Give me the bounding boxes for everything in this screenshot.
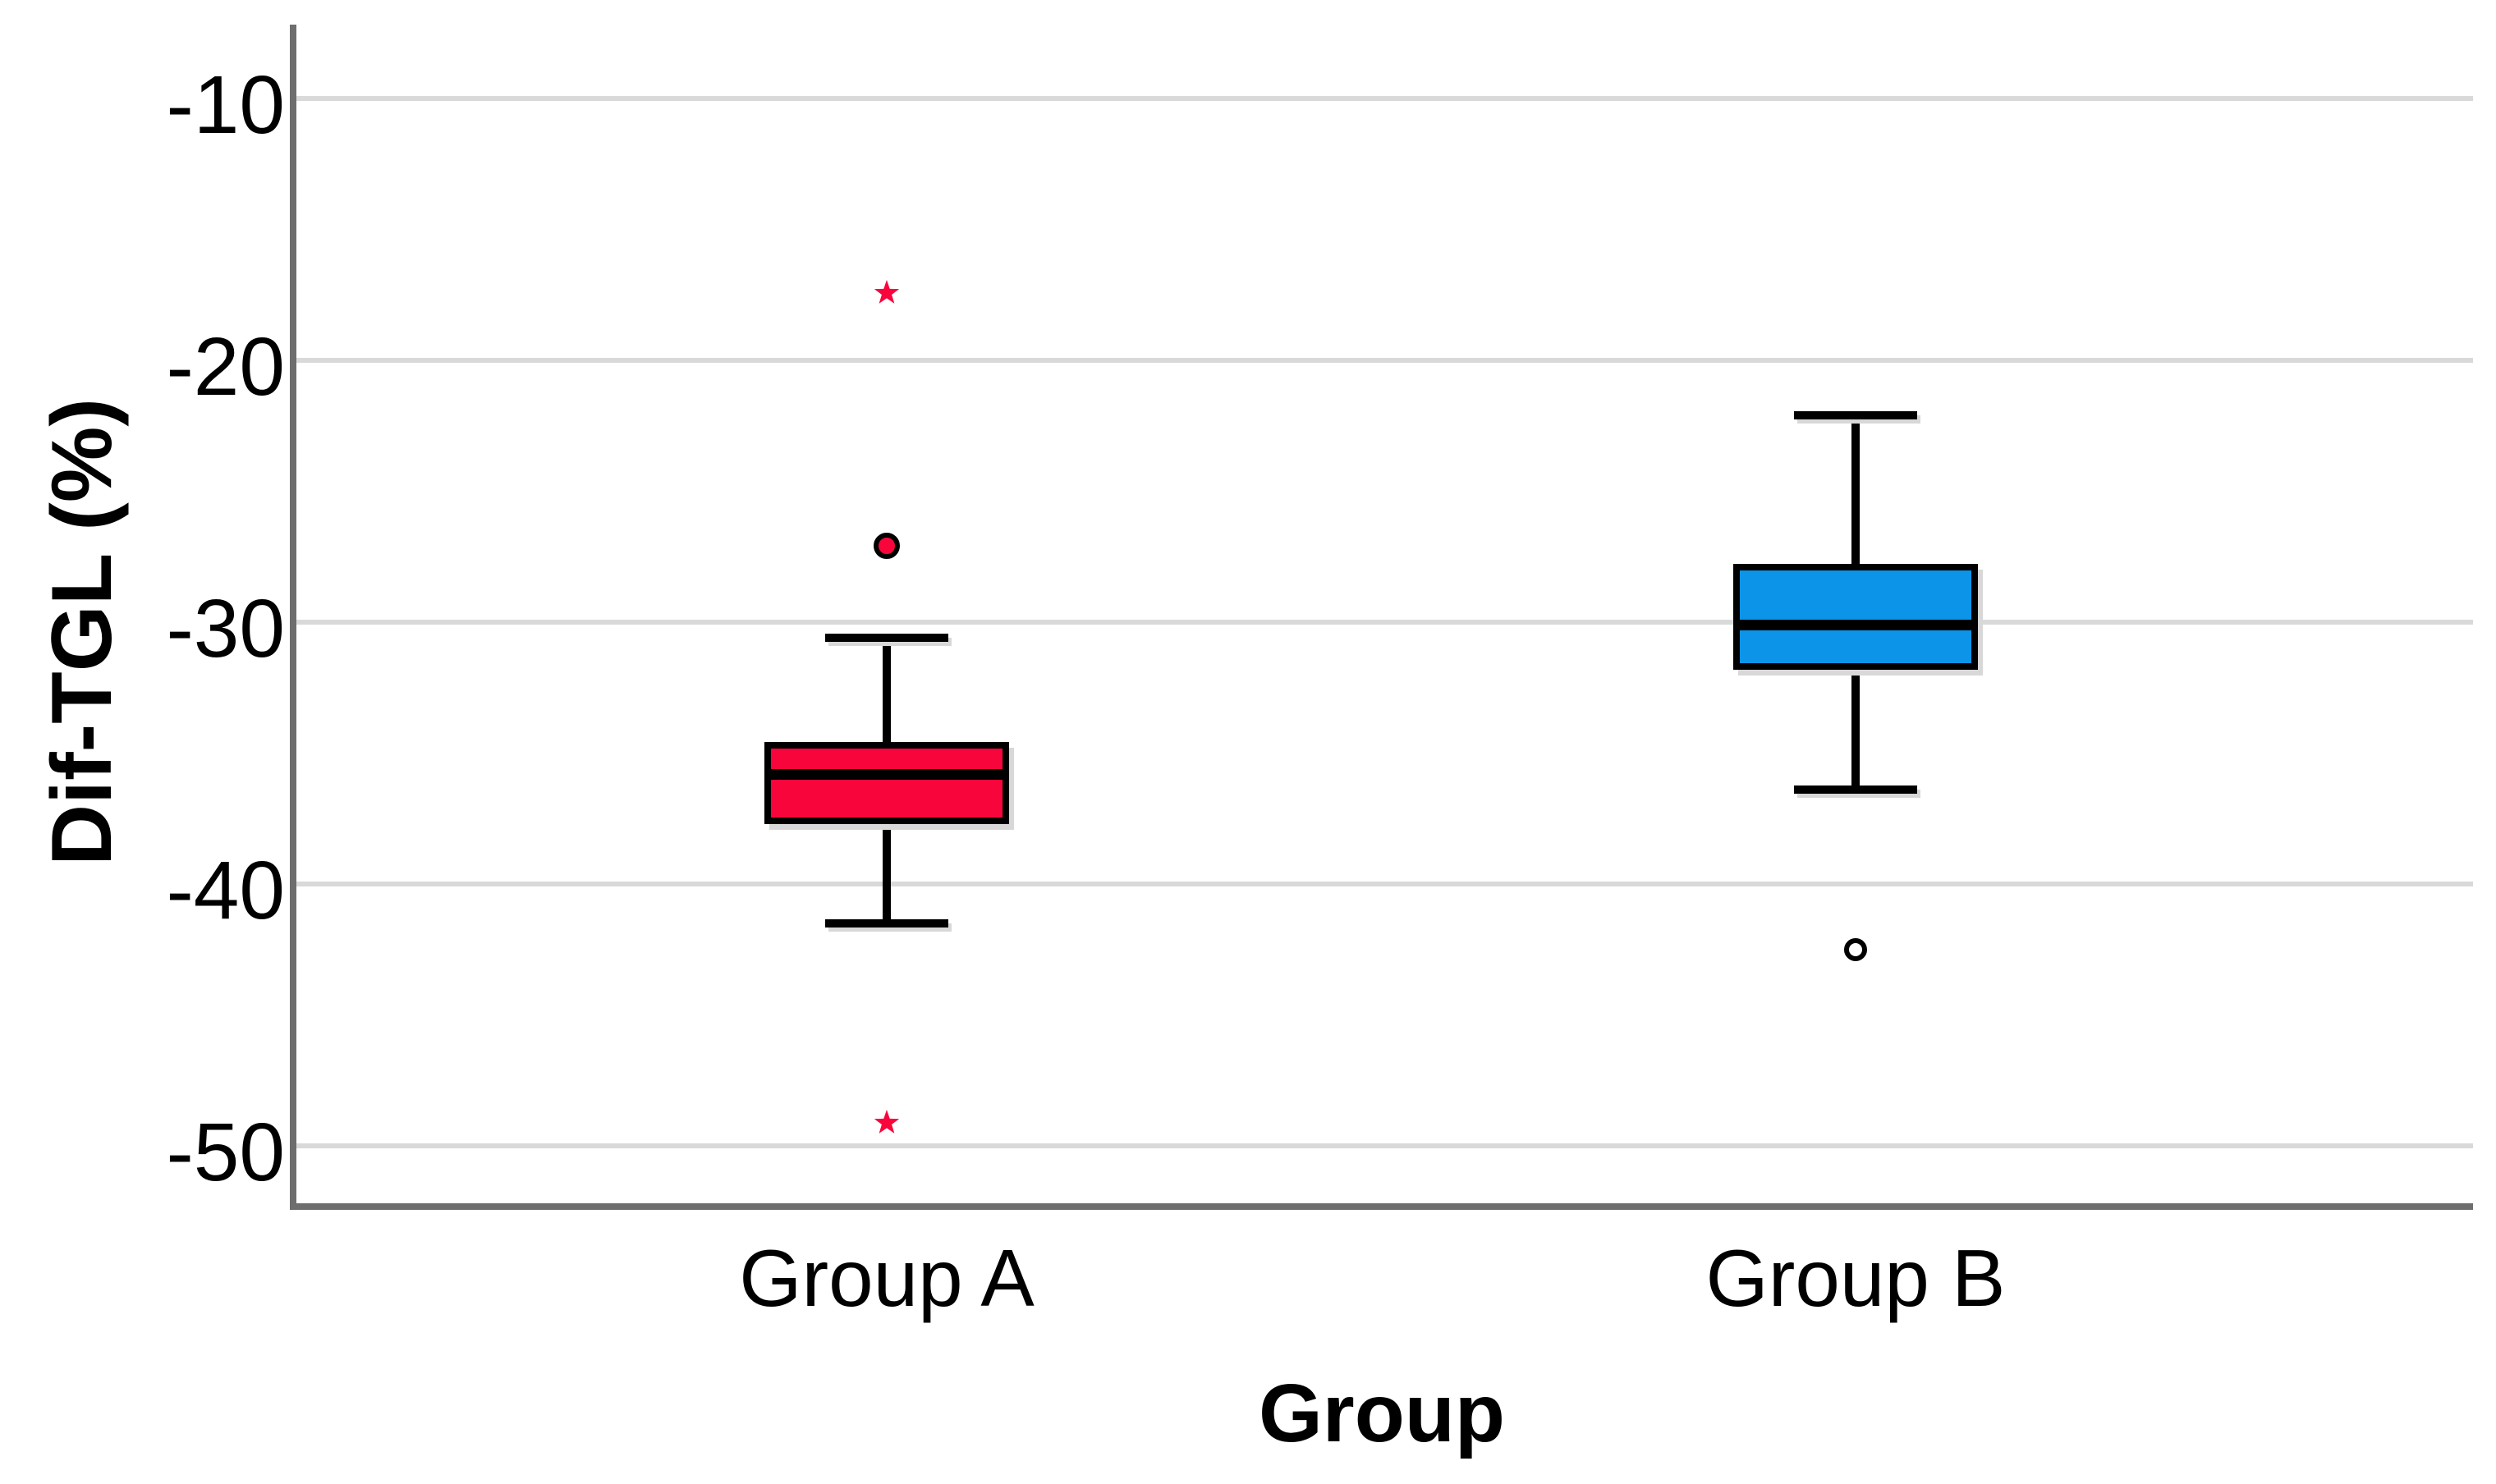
y-tick-label: -30: [166, 583, 285, 675]
x-tick-label-group-b: Group B: [1705, 1233, 2006, 1323]
whisker-cap-bottom-group-b: [1794, 786, 1917, 795]
x-axis-line: [290, 1203, 2473, 1210]
whisker-cap-bottom-group-a: [825, 918, 948, 928]
outlier-open-circle-icon: [1842, 937, 1869, 963]
gridline: [296, 1143, 2473, 1148]
whisker-cap-top-group-b: [1794, 410, 1917, 419]
gridline: [296, 96, 2473, 101]
gridline: [296, 620, 2473, 625]
whisker-cap-top-group-a: [825, 634, 948, 643]
x-axis-title: Group: [1259, 1367, 1505, 1459]
y-tick-label: -20: [166, 321, 285, 413]
outlier-star-icon: [873, 279, 901, 305]
y-tick-label: -50: [166, 1106, 285, 1198]
outlier-filled-circle-icon: [872, 531, 902, 561]
box-group-a: [764, 741, 1009, 825]
box-group-b: [1733, 564, 1978, 671]
y-axis-line: [290, 25, 296, 1210]
y-tick-label: -40: [166, 845, 285, 937]
gridline: [296, 358, 2473, 363]
x-tick-label-group-a: Group A: [739, 1233, 1035, 1323]
median-line-group-b: [1733, 620, 1978, 631]
median-line-group-a: [764, 769, 1009, 781]
gridline: [296, 882, 2473, 886]
y-tick-label: -10: [166, 59, 285, 151]
outlier-star-icon: [873, 1109, 901, 1135]
